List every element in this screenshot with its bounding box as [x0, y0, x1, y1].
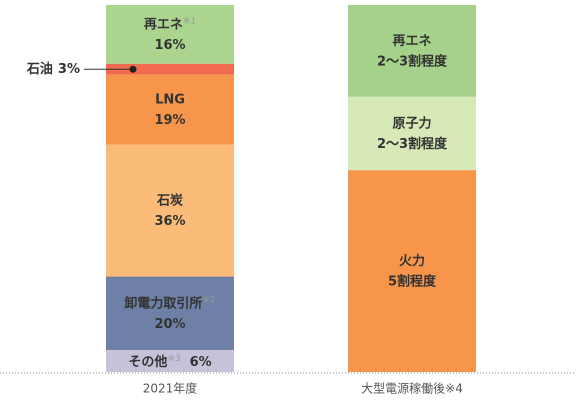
segment [106, 276, 234, 350]
segment-label: LNG [155, 92, 185, 107]
segment [106, 63, 234, 75]
segment-value: 16% [154, 38, 185, 53]
segment-name: 再エネ [392, 33, 431, 48]
segment-label: 再エネ※1 [144, 16, 196, 32]
segment-note: ※1 [183, 16, 196, 26]
segment-label: 石油 3% [26, 61, 80, 77]
segment [106, 74, 234, 145]
segment-label: 卸電力取引所※2 [124, 295, 215, 311]
segment [106, 349, 234, 372]
segment-label: 火力 [399, 253, 425, 269]
segment [348, 96, 476, 171]
segment-name: LNG [155, 92, 185, 107]
segment-name: その他 [128, 353, 167, 369]
segment-value: 36% [154, 214, 185, 229]
segment-value: 6% [190, 354, 212, 369]
segment-name: 火力 [399, 253, 425, 269]
x-tick-label: 大型電源稼働後※4 [361, 381, 463, 396]
segment-value: 19% [154, 113, 185, 128]
segment-label: 再エネ [392, 33, 431, 48]
segment-name: 石炭 [156, 192, 183, 208]
segment-label: 原子力 [392, 115, 431, 131]
segment-label: その他※3 6% [128, 353, 211, 369]
segment-label: 石炭 [156, 192, 183, 208]
segment-note: ※2 [202, 295, 215, 305]
segment [106, 5, 234, 64]
segment-name: 石油 [26, 61, 53, 77]
segment-note: ※3 [167, 353, 180, 363]
segment-value: 5割程度 [388, 274, 437, 290]
segment [348, 5, 476, 97]
segment-value: 2〜3割程度 [377, 136, 448, 152]
segment [348, 170, 476, 372]
leader-dot [129, 65, 137, 73]
segment-value: 3% [58, 62, 80, 77]
segment-name: 再エネ [144, 17, 183, 32]
segment-name: 原子力 [392, 115, 431, 131]
segment-value: 2〜3割程度 [377, 53, 448, 69]
x-tick-label: 2021年度 [143, 381, 198, 396]
segment-name: 卸電力取引所 [124, 295, 202, 311]
segment [106, 144, 234, 277]
segment-value: 20% [154, 317, 185, 332]
